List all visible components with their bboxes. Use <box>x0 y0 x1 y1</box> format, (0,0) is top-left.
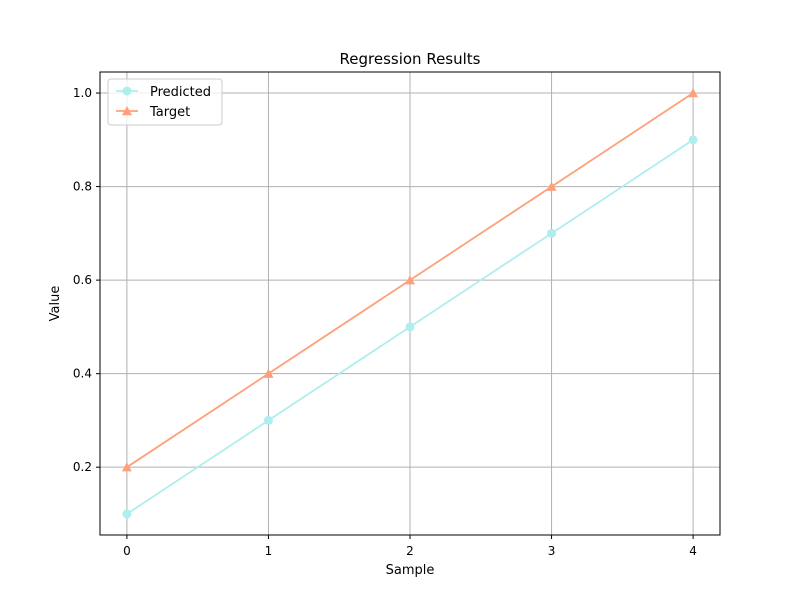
x-tick-label: 0 <box>123 544 131 558</box>
data-point <box>405 275 415 285</box>
x-tick-label: 2 <box>406 544 414 558</box>
x-tick-label: 1 <box>265 544 273 558</box>
y-tick-label: 0.8 <box>73 180 92 194</box>
chart-title: Regression Results <box>340 50 481 68</box>
grid <box>100 72 720 535</box>
data-point <box>263 415 273 425</box>
x-tick-label: 4 <box>689 544 697 558</box>
data-point <box>688 88 699 98</box>
y-tick-label: 0.6 <box>73 273 92 287</box>
legend-marker <box>122 86 132 96</box>
data-point <box>405 322 415 332</box>
data-point <box>121 462 132 472</box>
y-tick-label: 1.0 <box>73 86 92 100</box>
y-tick-label: 0.2 <box>73 460 92 474</box>
legend-label: Predicted <box>150 85 211 100</box>
x-axis-label: Sample <box>386 563 435 578</box>
legend-label: Target <box>149 105 190 120</box>
data-point <box>547 228 557 238</box>
data-point <box>688 135 698 145</box>
ticks: 0 1 2 3 4 0.2 0.4 0.6 0.8 1.0 <box>73 86 697 558</box>
y-axis-label: Value <box>48 286 63 322</box>
data-point <box>263 368 274 378</box>
legend: Predicted Target <box>107 78 223 126</box>
x-tick-label: 3 <box>548 544 556 558</box>
data-point <box>122 509 132 519</box>
data-point <box>546 181 557 191</box>
series-layer <box>121 88 699 519</box>
legend-marker <box>122 106 132 116</box>
y-tick-label: 0.4 <box>73 367 92 381</box>
